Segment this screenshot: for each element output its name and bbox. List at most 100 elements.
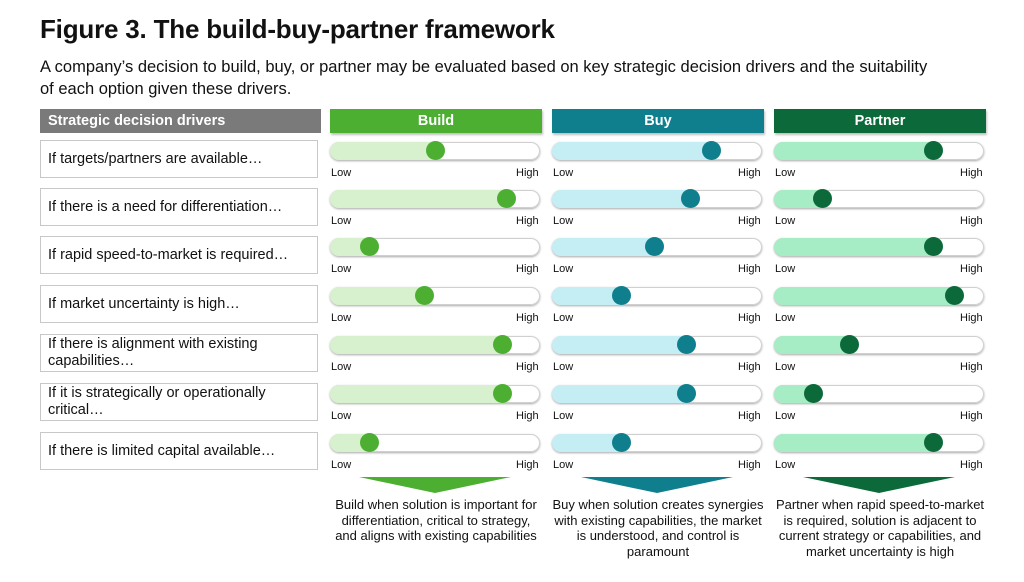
buy-slider-track bbox=[552, 237, 762, 256]
build-slider-fill bbox=[330, 336, 503, 354]
scale-high-label: High bbox=[960, 263, 983, 275]
buy-slider-fill bbox=[552, 434, 622, 452]
scale-high-label: High bbox=[516, 312, 539, 324]
buy-slider-knob bbox=[611, 433, 631, 452]
build-slider-knob bbox=[360, 433, 380, 452]
partner-slider-knob bbox=[812, 189, 832, 208]
scale-low-label: Low bbox=[331, 167, 352, 179]
buy-slider-knob bbox=[676, 335, 696, 354]
buy-slider-knob bbox=[645, 237, 665, 256]
scale-high-label: High bbox=[516, 215, 539, 227]
build-arrow bbox=[359, 477, 511, 493]
scale-low-label: Low bbox=[331, 459, 352, 471]
scale-high-label: High bbox=[960, 215, 983, 227]
scale-low-label: Low bbox=[553, 167, 574, 179]
partner-slider-track bbox=[774, 189, 984, 208]
partner-slider-knob bbox=[924, 237, 944, 256]
scale-low-label: Low bbox=[775, 410, 796, 422]
build-slider-fill bbox=[330, 238, 370, 256]
buy-slider-knob bbox=[681, 189, 701, 208]
scale-low-label: Low bbox=[775, 312, 796, 324]
build-slider-track bbox=[330, 189, 540, 208]
scale-high-label: High bbox=[738, 361, 761, 373]
build-slider-fill bbox=[330, 385, 503, 403]
figure-subtitle: A company’s decision to build, buy, or p… bbox=[40, 58, 928, 98]
partner-slider-fill bbox=[774, 190, 823, 208]
scale-low-label: Low bbox=[331, 312, 352, 324]
driver-row-label: If targets/partners are available… bbox=[40, 140, 318, 178]
scale-high-label: High bbox=[516, 459, 539, 471]
partner-slider-knob bbox=[924, 433, 944, 452]
scale-low-label: Low bbox=[553, 459, 574, 471]
scale-high-label: High bbox=[516, 361, 539, 373]
scale-high-label: High bbox=[738, 410, 761, 422]
build-slider-track bbox=[330, 384, 540, 403]
buy-slider-track bbox=[552, 189, 762, 208]
scale-low-label: Low bbox=[553, 410, 574, 422]
scale-low-label: Low bbox=[553, 263, 574, 275]
scale-low-label: Low bbox=[331, 410, 352, 422]
scale-low-label: Low bbox=[775, 167, 796, 179]
scale-high-label: High bbox=[738, 215, 761, 227]
buy-slider-track bbox=[552, 384, 762, 403]
buy-arrow bbox=[581, 477, 733, 493]
build-slider-track bbox=[330, 335, 540, 354]
build-slider-track bbox=[330, 286, 540, 305]
build-slider-track bbox=[330, 141, 540, 160]
driver-row-label: If rapid speed-to-market is required… bbox=[40, 236, 318, 274]
scale-low-label: Low bbox=[331, 263, 352, 275]
scale-low-label: Low bbox=[553, 312, 574, 324]
build-slider-track bbox=[330, 433, 540, 452]
partner-slider-knob bbox=[945, 286, 965, 305]
partner-slider-track bbox=[774, 286, 984, 305]
build-summary: Build when solution is important for dif… bbox=[335, 497, 537, 543]
figure-title: Figure 3. The build-buy-partner framewor… bbox=[40, 14, 555, 44]
partner-slider-fill bbox=[774, 238, 934, 256]
partner-summary: Partner when rapid speed-to-market is re… bbox=[775, 497, 985, 559]
partner-slider-fill bbox=[774, 385, 814, 403]
buy-slider-fill bbox=[552, 238, 655, 256]
partner-slider-fill bbox=[774, 142, 934, 160]
driver-row-label: If market uncertainty is high… bbox=[40, 285, 318, 323]
buy-slider-fill bbox=[552, 190, 691, 208]
build-slider-fill bbox=[330, 434, 370, 452]
buy-slider-fill bbox=[552, 287, 622, 305]
buy-slider-knob bbox=[611, 286, 631, 305]
buy-slider-knob bbox=[702, 141, 722, 160]
scale-low-label: Low bbox=[331, 215, 352, 227]
scale-high-label: High bbox=[960, 459, 983, 471]
driver-row-label: If it is strategically or operationally … bbox=[40, 383, 318, 421]
partner-slider-track bbox=[774, 433, 984, 452]
partner-slider-knob bbox=[804, 384, 824, 403]
scale-high-label: High bbox=[960, 167, 983, 179]
build-slider-knob bbox=[415, 286, 434, 305]
scale-high-label: High bbox=[738, 312, 761, 324]
driver-row-label: If there is limited capital available… bbox=[40, 432, 318, 470]
scale-high-label: High bbox=[960, 361, 983, 373]
partner-header: Partner bbox=[774, 109, 986, 133]
scale-high-label: High bbox=[960, 312, 983, 324]
partner-slider-fill bbox=[774, 434, 934, 452]
buy-slider-fill bbox=[552, 142, 712, 160]
partner-slider-track bbox=[774, 141, 984, 160]
partner-slider-track bbox=[774, 335, 984, 354]
scale-low-label: Low bbox=[775, 215, 796, 227]
buy-summary: Buy when solution creates synergies with… bbox=[552, 497, 764, 559]
partner-slider-fill bbox=[774, 336, 850, 354]
driver-row-label: If there is alignment with existing capa… bbox=[40, 334, 318, 372]
scale-high-label: High bbox=[960, 410, 983, 422]
scale-high-label: High bbox=[516, 410, 539, 422]
drivers-header: Strategic decision drivers bbox=[40, 109, 321, 133]
buy-slider-fill bbox=[552, 336, 687, 354]
buy-slider-track bbox=[552, 286, 762, 305]
scale-low-label: Low bbox=[775, 361, 796, 373]
build-slider-track bbox=[330, 237, 540, 256]
scale-low-label: Low bbox=[775, 459, 796, 471]
partner-slider-fill bbox=[774, 287, 955, 305]
build-slider-knob bbox=[425, 141, 445, 160]
partner-arrow bbox=[803, 477, 955, 493]
buy-slider-knob bbox=[676, 384, 696, 403]
scale-high-label: High bbox=[516, 167, 539, 179]
buy-header: Buy bbox=[552, 109, 764, 133]
partner-slider-knob bbox=[924, 141, 944, 160]
